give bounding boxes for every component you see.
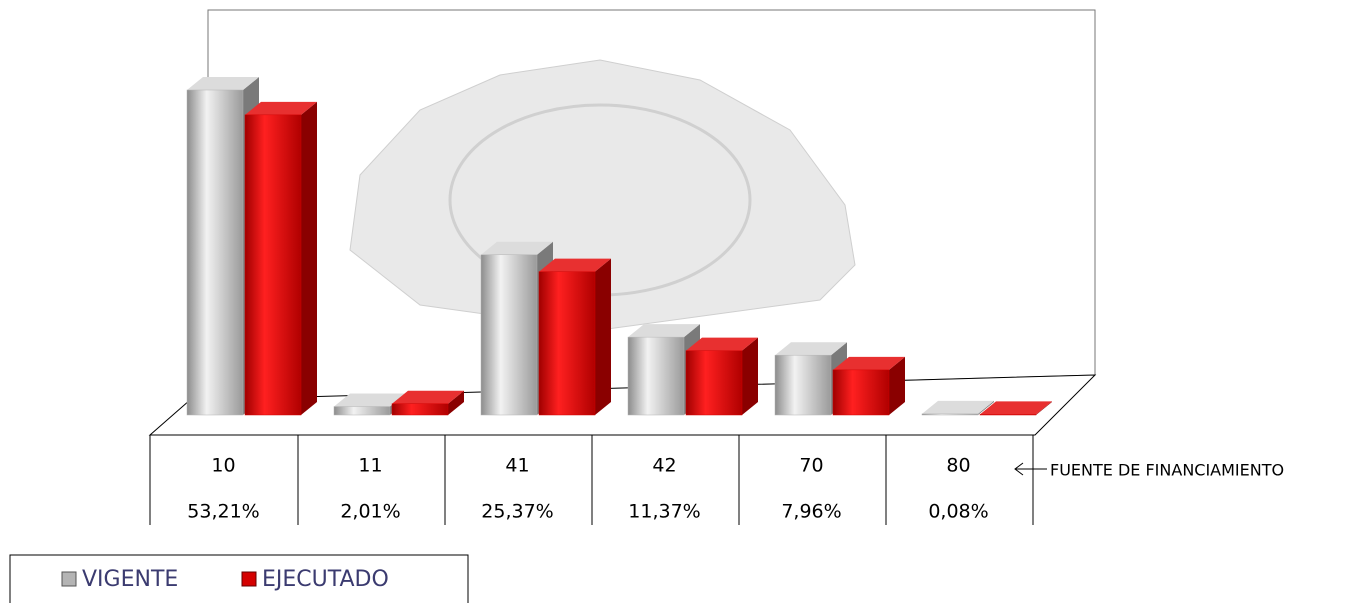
legend-label: VIGENTE bbox=[82, 567, 178, 592]
bar bbox=[832, 369, 890, 416]
bar-top bbox=[334, 393, 406, 407]
x-tick-label: 41 bbox=[505, 455, 529, 477]
bar bbox=[391, 403, 449, 416]
bar bbox=[244, 114, 302, 416]
percent-label: 7,96% bbox=[781, 501, 841, 523]
percent-label: 0,08% bbox=[928, 501, 988, 523]
percent-label: 53,21% bbox=[187, 501, 259, 523]
arrow-head bbox=[1014, 462, 1024, 476]
bar-top bbox=[775, 342, 847, 356]
x-tick-label: 10 bbox=[211, 455, 235, 477]
bar-top bbox=[628, 324, 700, 338]
bar-side bbox=[889, 356, 905, 415]
bar-side bbox=[742, 337, 758, 415]
bar-top bbox=[481, 241, 553, 255]
bar-side bbox=[978, 400, 994, 415]
bar bbox=[921, 413, 979, 416]
x-axis-note: FUENTE DE FINANCIAMIENTO bbox=[1050, 461, 1284, 480]
legend-box bbox=[9, 554, 469, 603]
bar-top bbox=[686, 337, 758, 351]
percent-label: 11,37% bbox=[628, 501, 700, 523]
x-tick-label: 70 bbox=[799, 455, 823, 477]
legend-label: EJECUTADO bbox=[262, 567, 389, 592]
bar bbox=[627, 336, 685, 416]
bar bbox=[480, 254, 538, 416]
bar bbox=[186, 89, 244, 416]
bar-side bbox=[1036, 401, 1052, 415]
bar-top bbox=[187, 77, 259, 90]
bar-top bbox=[922, 400, 994, 414]
percent-label: 25,37% bbox=[481, 501, 553, 523]
bar-top bbox=[980, 401, 1052, 415]
bar-top bbox=[392, 390, 464, 404]
x-tick-label: 11 bbox=[358, 455, 382, 477]
bar-side bbox=[595, 258, 611, 415]
legend-swatch bbox=[241, 571, 257, 587]
bar bbox=[333, 406, 391, 416]
bar bbox=[774, 354, 832, 416]
bar-top bbox=[539, 258, 611, 272]
bar-side bbox=[301, 101, 317, 415]
x-tick-label: 42 bbox=[652, 455, 676, 477]
x-tick-label: 80 bbox=[946, 455, 970, 477]
bar-side bbox=[448, 390, 464, 415]
bar bbox=[685, 350, 743, 416]
bar-top bbox=[245, 101, 317, 115]
legend-swatch bbox=[61, 571, 77, 587]
bar bbox=[538, 271, 596, 416]
bar-top bbox=[833, 356, 905, 370]
percent-label: 2,01% bbox=[340, 501, 400, 523]
bar bbox=[979, 414, 1037, 416]
data-table bbox=[149, 435, 1034, 525]
